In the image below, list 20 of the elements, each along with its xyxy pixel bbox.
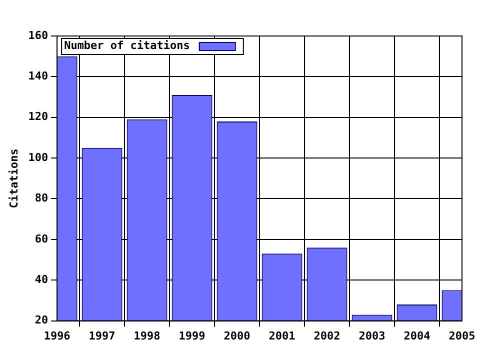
x-tick-label: 1997 [88,329,116,342]
y-tick-label: 100 [28,150,48,164]
x-tick-label: 1999 [178,329,206,342]
y-tick-label: 40 [34,272,48,286]
y-tick-label: 20 [34,314,48,327]
y-tick-label: 120 [28,110,48,124]
x-tick-label: 2001 [268,329,296,342]
x-tick-label: 2000 [224,329,250,342]
y-tick-label: 80 [34,192,48,205]
x-tick-label: 2004 [404,329,431,342]
y-axis-title: Citations [7,148,20,208]
y-tick-label: 140 [28,70,48,83]
x-tick-label: 2003 [358,329,386,342]
x-tick-label: 2005 [448,329,476,342]
y-tick-label: 60 [34,232,48,246]
y-tick-label: 160 [28,28,48,42]
x-tick-label: 1996 [44,329,71,342]
legend-label: Number of citations [64,38,190,52]
x-tick-label: 1998 [134,329,160,342]
x-tick-label: 2002 [314,329,340,342]
